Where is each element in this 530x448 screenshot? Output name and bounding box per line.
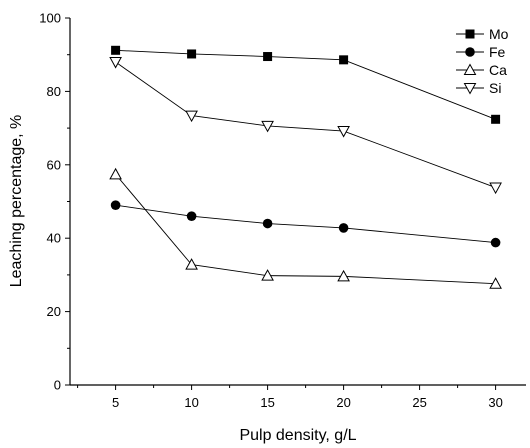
series-line-si	[115, 61, 496, 188]
data-point-mo	[187, 49, 197, 59]
y-tick-label: 40	[47, 231, 61, 246]
plot-area	[109, 45, 502, 289]
x-tick-label: 15	[260, 395, 274, 410]
legend-label-fe: Fe	[489, 44, 506, 60]
data-point-ca	[261, 269, 274, 281]
data-point-si	[109, 57, 122, 69]
data-point-mo	[339, 55, 349, 65]
data-point-si	[489, 182, 502, 195]
data-point-si	[337, 126, 350, 138]
series-line-ca	[115, 174, 496, 285]
y-tick-label: 0	[54, 378, 61, 393]
legend-label-si: Si	[489, 80, 501, 96]
data-point-si	[261, 120, 274, 133]
y-tick-label: 20	[47, 304, 61, 319]
x-tick-label: 5	[112, 395, 119, 410]
y-tick-label: 60	[47, 157, 61, 172]
x-axis-label: Pulp density, g/L	[239, 427, 356, 444]
legend-label-ca: Ca	[489, 62, 507, 78]
x-tick-label: 30	[488, 395, 502, 410]
legend-label-mo: Mo	[489, 26, 509, 42]
data-point-mo	[491, 114, 501, 124]
data-point-fe	[490, 237, 501, 248]
legend-marker-ca	[463, 63, 477, 75]
data-point-fe	[262, 218, 273, 229]
data-point-fe	[110, 200, 121, 210]
legend-marker-fe	[465, 47, 475, 57]
data-point-ca	[109, 167, 122, 180]
data-point-si	[185, 110, 198, 123]
series-line-fe	[115, 204, 496, 244]
x-tick-label: 20	[336, 395, 350, 410]
legend-marker-si	[463, 83, 477, 95]
series-line-mo	[115, 49, 496, 120]
data-point-ca	[489, 277, 502, 289]
y-tick-label: 80	[47, 84, 61, 99]
data-point-fe	[338, 223, 349, 233]
data-point-ca	[337, 269, 350, 282]
data-point-ca	[185, 258, 198, 270]
data-point-fe	[186, 211, 197, 221]
legend-marker-mo	[465, 29, 475, 39]
data-point-mo	[263, 52, 273, 62]
ticks: 0 20 40 60 80 100 5 10 15 20 25 30	[39, 11, 503, 411]
x-tick-label: 25	[412, 395, 426, 410]
legend: Mo Fe Ca Si	[456, 26, 509, 96]
data-point-mo	[111, 45, 121, 55]
y-axis-label: Leaching percentage, %	[8, 115, 25, 288]
x-tick-label: 10	[184, 395, 198, 410]
y-tick-label: 100	[39, 11, 61, 26]
